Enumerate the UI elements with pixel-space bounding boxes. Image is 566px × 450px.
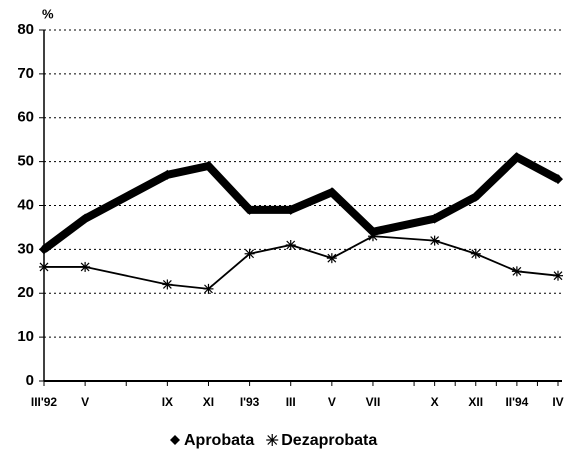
x-tick-label: X [431, 395, 439, 409]
point [429, 213, 440, 224]
legend-label: Aprobata [184, 432, 254, 449]
point [80, 261, 91, 272]
x-tick-label: VII [366, 395, 381, 409]
point-stroke [471, 249, 481, 259]
point [326, 253, 337, 264]
y-tick-label: 60 [17, 109, 34, 126]
point [162, 279, 173, 290]
x-tick-label: I'93 [240, 395, 260, 409]
series-line [41, 152, 560, 253]
x-tick-label: II'94 [505, 395, 528, 409]
y-axis-label: % [42, 6, 54, 21]
point [511, 152, 522, 163]
point-stroke [430, 236, 440, 246]
point [553, 270, 563, 281]
series-line [44, 235, 559, 290]
y-tick-label: 40 [17, 196, 34, 213]
point [470, 248, 481, 259]
point [285, 204, 296, 215]
point-stroke [512, 266, 522, 276]
x-tick-label: III'92 [31, 395, 58, 409]
point-stroke [245, 249, 255, 259]
point [162, 169, 173, 180]
point-stroke [553, 271, 563, 281]
y-tick-label: 80 [17, 21, 34, 38]
point [244, 204, 255, 215]
point [39, 261, 49, 272]
legend-label: Dezaprobata [281, 432, 377, 449]
point-stroke [80, 262, 90, 272]
y-tick-label: 50 [17, 153, 34, 170]
y-tick-label: 30 [17, 240, 34, 257]
point [39, 244, 49, 255]
point [553, 174, 563, 185]
x-tick-label: V [328, 395, 336, 409]
point-stroke [204, 284, 213, 294]
x-tick-label: V [81, 395, 89, 409]
point [511, 266, 522, 277]
point [80, 213, 91, 224]
legend-marker [267, 435, 278, 445]
point-stroke [162, 280, 172, 289]
point [203, 283, 214, 294]
point-stroke [327, 253, 337, 263]
point [470, 191, 481, 202]
y-tick-label: 0 [26, 372, 34, 389]
x-tick-label: IX [162, 395, 173, 409]
x-tick-label: XI [203, 395, 214, 409]
point [244, 248, 255, 259]
point [326, 187, 337, 198]
y-tick-label: 70 [17, 65, 34, 82]
legend-marker [170, 435, 180, 445]
point-stroke [368, 231, 378, 241]
point [285, 239, 296, 250]
x-tick-label: III [286, 395, 296, 409]
point [203, 161, 214, 172]
point [367, 231, 378, 242]
y-tick-label: 10 [17, 328, 34, 345]
x-tick-label: IV [552, 395, 563, 409]
point-stroke [39, 262, 49, 272]
y-tick-label: 20 [17, 284, 34, 301]
point [429, 235, 440, 246]
x-tick-label: XII [468, 395, 483, 409]
point-stroke [286, 240, 296, 250]
